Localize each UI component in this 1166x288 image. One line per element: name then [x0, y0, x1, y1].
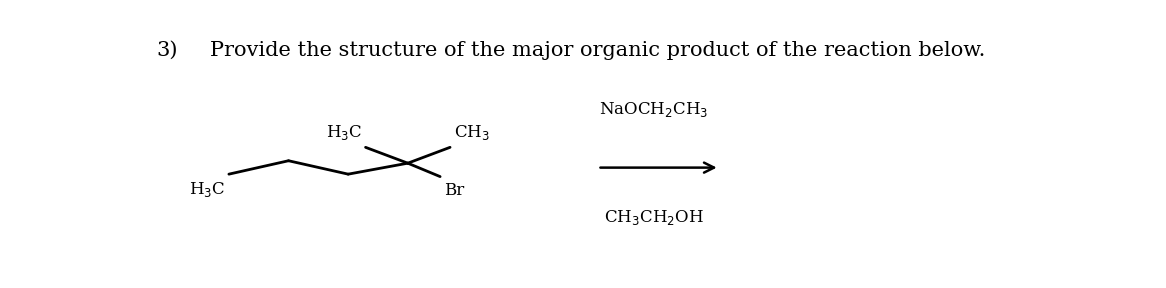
Text: H$_3$C: H$_3$C	[325, 123, 361, 142]
Text: 3): 3)	[156, 41, 178, 60]
Text: CH$_3$: CH$_3$	[454, 123, 490, 142]
Text: H$_3$C: H$_3$C	[189, 180, 225, 199]
Text: Provide the structure of the major organic product of the reaction below.: Provide the structure of the major organ…	[210, 41, 985, 60]
Text: Br: Br	[444, 182, 464, 199]
Text: NaOCH$_2$CH$_3$: NaOCH$_2$CH$_3$	[599, 100, 708, 119]
Text: CH$_3$CH$_2$OH: CH$_3$CH$_2$OH	[604, 208, 703, 227]
